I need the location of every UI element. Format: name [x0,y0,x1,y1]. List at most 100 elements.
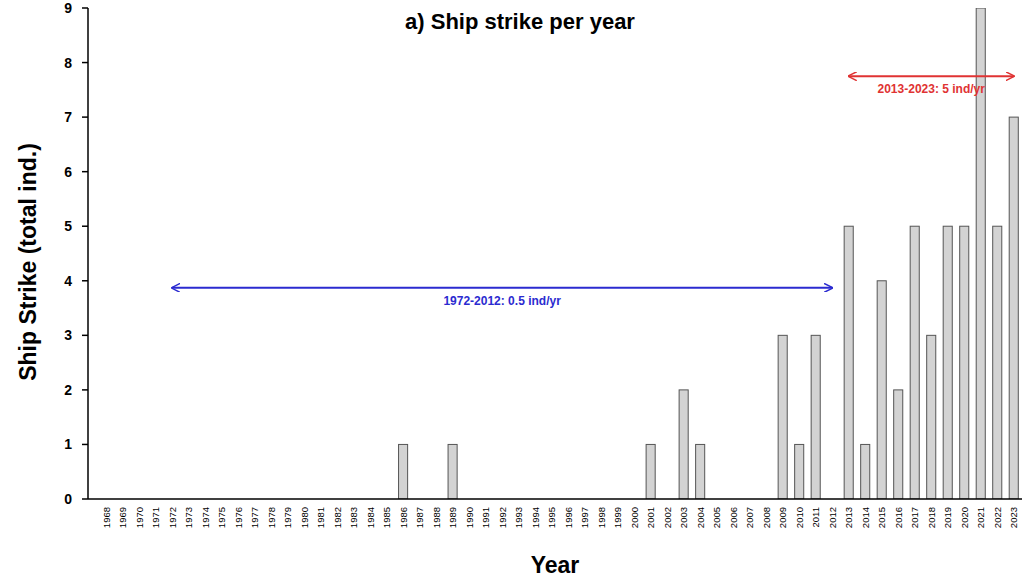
x-tick-label: 2022 [992,507,1003,528]
x-tick-label: 1988 [431,507,442,528]
y-tick-label: 1 [64,436,72,452]
x-tick-label: 2020 [959,507,970,528]
y-tick [82,498,88,500]
x-tick-label: 2005 [711,507,722,528]
x-tick-label: 1977 [249,507,260,528]
x-tick-label: 2021 [975,507,986,528]
x-tick-label: 2011 [810,507,821,527]
x-tick-label: 2015 [876,507,887,528]
x-tick-label: 1999 [612,507,623,528]
x-tick-label: 1981 [315,507,326,528]
x-tick-label: 1973 [183,507,194,528]
bar [910,226,919,499]
y-tick [82,171,88,173]
x-tick-label: 2009 [777,507,788,528]
x-tick-label: 1991 [480,507,491,528]
x-tick-label: 1968 [101,507,112,528]
bar [1009,117,1018,499]
bar [993,226,1002,499]
annotation-text: 1972-2012: 0.5 ind/yr [443,294,561,308]
annotation-text: 2013-2023: 5 ind/yr [878,82,986,96]
x-tick-label: 2008 [761,507,772,528]
y-tick-label: 6 [64,164,72,180]
x-tick-label: 1972 [167,507,178,528]
x-tick-label: 1975 [216,507,227,528]
x-tick-label: 1990 [464,507,475,528]
x-tick-label: 1997 [579,507,590,528]
x-tick-label: 2013 [843,507,854,528]
x-tick-label: 1979 [282,507,293,528]
x-tick-label: 2018 [926,507,937,528]
x-tick-label: 1971 [150,507,161,528]
y-tick [82,62,88,64]
bar [646,444,655,499]
x-tick-label: 2010 [794,507,805,528]
x-tick-label: 1969 [117,507,128,528]
y-axis [87,8,89,499]
x-tick-label: 1984 [365,507,376,528]
x-tick-label: 1998 [596,507,607,528]
x-tick-label: 1989 [447,507,458,528]
x-axis [88,498,1022,500]
bars [399,8,1019,499]
bar [861,444,870,499]
y-tick [82,444,88,446]
x-tick-label: 1983 [348,507,359,528]
x-tick-label: 1986 [398,507,409,528]
y-tick [82,116,88,118]
y-tick-label: 3 [64,327,72,343]
bar [844,226,853,499]
y-tick-label: 8 [64,55,72,71]
x-tick-label: 1980 [299,507,310,528]
x-tick-label: 2019 [942,507,953,528]
y-tick-label: 7 [64,109,72,125]
bar [943,226,952,499]
x-tick-label: 2017 [909,507,920,528]
x-tick-label: 1987 [414,507,425,528]
y-tick-label: 2 [64,382,72,398]
y-axis-label: Ship Strike (total ind.) [15,143,41,381]
bar [877,281,886,499]
x-tick-label: 2023 [1008,507,1019,528]
x-tick-label: 2007 [744,507,755,528]
annotation-arrow [172,287,832,289]
bar [927,335,936,499]
x-tick-label: 1993 [513,507,524,528]
x-tick-label: 2006 [728,507,739,528]
y-tick-label: 5 [64,218,72,234]
x-tick-label: 1970 [134,507,145,528]
y-tick-label: 0 [64,491,72,507]
y-tick [82,335,88,337]
x-tick-label: 1978 [266,507,277,528]
x-tick-label: 2012 [827,507,838,528]
bar [960,226,969,499]
x-tick-label: 2003 [678,507,689,528]
x-tick-label: 2000 [629,507,640,528]
x-tick-label: 2001 [645,507,656,528]
y-tick [82,280,88,282]
bar [679,390,688,499]
x-tick-label: 2002 [662,507,673,528]
x-tick-label: 2016 [893,507,904,528]
title: a) Ship strike per year [405,9,635,34]
x-tick-label: 1985 [381,507,392,528]
y-tick [82,7,88,9]
x-tick-label: 1982 [332,507,343,528]
x-tick-label: 1994 [530,507,541,528]
x-tick-label: 1995 [546,507,557,528]
y-tick-label: 4 [64,273,72,289]
y-tick [82,389,88,391]
bar [894,390,903,499]
x-tick-label: 2014 [860,507,871,528]
bar [448,444,457,499]
x-tick-label: 1996 [563,507,574,528]
bar [811,335,820,499]
chart: a) Ship strike per year 0 1 2 3 4 5 6 7 8 9 1968 196… [0,0,1024,583]
x-axis-label: Year [531,552,580,578]
x-tick-label: 1992 [497,507,508,528]
x-tick-label: 1974 [200,507,211,528]
annotation-arrow [849,75,1014,77]
bar [696,444,705,499]
y-tick [82,225,88,227]
y-tick-label: 9 [64,0,72,16]
